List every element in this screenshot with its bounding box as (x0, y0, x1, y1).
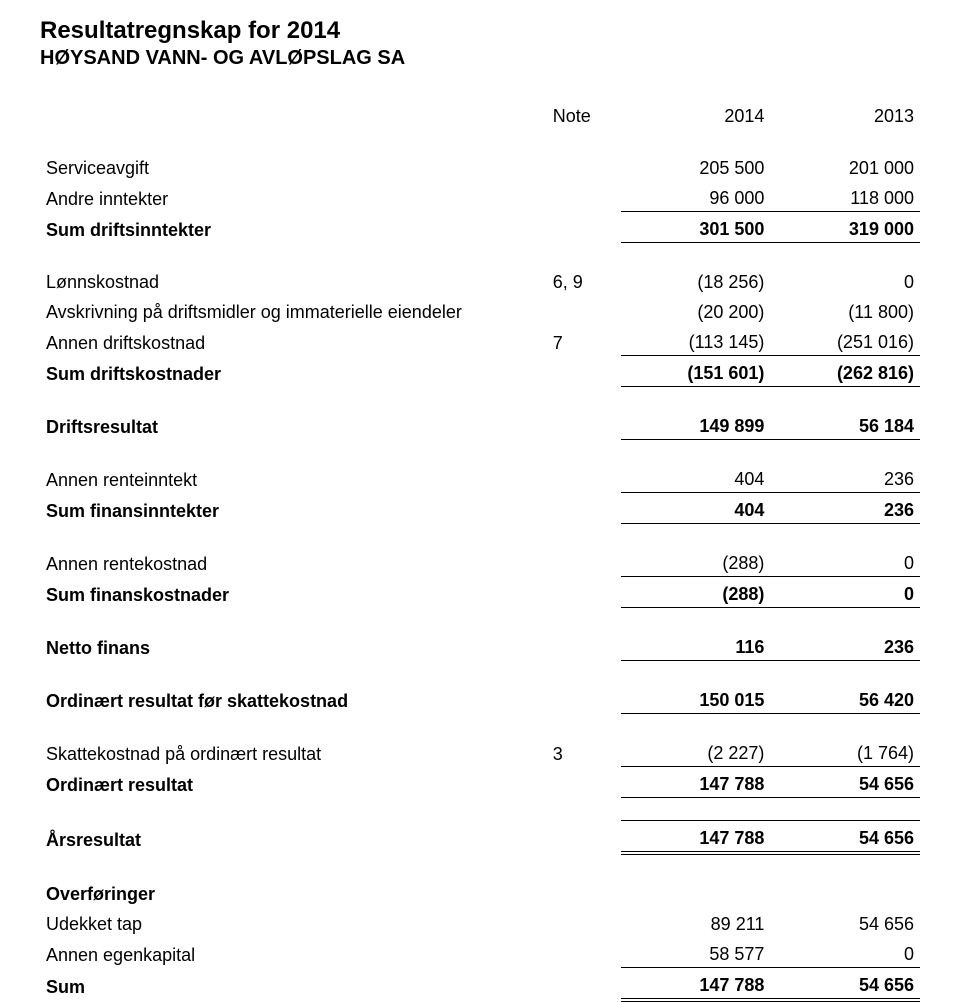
row-note: 3 (533, 736, 621, 767)
row-value: 201 000 (770, 151, 920, 181)
page-title: Resultatregnskap for 2014 (40, 16, 920, 46)
row-label: Annen renteinntekt (40, 462, 533, 493)
row-value: (1 764) (770, 736, 920, 767)
row-label: Sum finanskostnader (40, 577, 533, 608)
table-row: Lønnskostnad 6, 9 (18 256) 0 (40, 265, 920, 295)
table-row: Avskrivning på driftsmidler og immaterie… (40, 295, 920, 325)
row-value: (20 200) (621, 295, 771, 325)
section-label: Overføringer (40, 877, 533, 907)
sum-row: Sum 147 788 54 656 (40, 968, 920, 1001)
row-value: 54 656 (770, 907, 920, 937)
row-label: Avskrivning på driftsmidler og immaterie… (40, 295, 533, 325)
arsresultat-row: Årsresultat 147 788 54 656 (40, 821, 920, 854)
row-value: (151 601) (621, 356, 771, 387)
col-note: Note (533, 99, 621, 129)
table-row: Annen egenkapital 58 577 0 (40, 937, 920, 968)
row-label: Serviceavgift (40, 151, 533, 181)
row-value: (288) (621, 546, 771, 577)
row-value: 0 (770, 577, 920, 608)
row-label: Ordinært resultat før skattekostnad (40, 683, 533, 714)
row-value: (2 227) (621, 736, 771, 767)
row-label: Udekket tap (40, 907, 533, 937)
row-label: Lønnskostnad (40, 265, 533, 295)
row-value: 147 788 (621, 767, 771, 798)
row-value: 236 (770, 630, 920, 661)
row-value: (113 145) (621, 325, 771, 356)
row-value: (11 800) (770, 295, 920, 325)
sum-row: Sum finansinntekter 404 236 (40, 493, 920, 524)
row-note: 7 (533, 325, 621, 356)
row-label: Sum driftsinntekter (40, 212, 533, 243)
row-value: 89 211 (621, 907, 771, 937)
row-value: 404 (621, 462, 771, 493)
row-label: Annen driftskostnad (40, 325, 533, 356)
row-value: 58 577 (621, 937, 771, 968)
row-value: 319 000 (770, 212, 920, 243)
row-label: Driftsresultat (40, 409, 533, 440)
row-label: Annen rentekostnad (40, 546, 533, 577)
result-row: Ordinært resultat før skattekostnad 150 … (40, 683, 920, 714)
income-statement-table: Note 2014 2013 Serviceavgift 205 500 201… (40, 99, 920, 1002)
col-year2: 2013 (770, 99, 920, 129)
row-value: 0 (770, 265, 920, 295)
row-value: 147 788 (621, 968, 771, 1001)
row-note: 6, 9 (533, 265, 621, 295)
row-label: Netto finans (40, 630, 533, 661)
result-row: Netto finans 116 236 (40, 630, 920, 661)
row-label: Annen egenkapital (40, 937, 533, 968)
row-value: (251 016) (770, 325, 920, 356)
row-value: 116 (621, 630, 771, 661)
row-value: 149 899 (621, 409, 771, 440)
row-value: (262 816) (770, 356, 920, 387)
row-value: 236 (770, 462, 920, 493)
row-value: 56 184 (770, 409, 920, 440)
row-value: 147 788 (621, 821, 771, 854)
row-label: Sum driftskostnader (40, 356, 533, 387)
table-header-row: Note 2014 2013 (40, 99, 920, 129)
sum-row: Sum driftsinntekter 301 500 319 000 (40, 212, 920, 243)
row-value: 54 656 (770, 821, 920, 854)
row-label: Årsresultat (40, 821, 533, 854)
table-row: Skattekostnad på ordinært resultat 3 (2 … (40, 736, 920, 767)
table-row: Andre inntekter 96 000 118 000 (40, 181, 920, 212)
sum-row: Sum driftskostnader (151 601) (262 816) (40, 356, 920, 387)
row-label: Andre inntekter (40, 181, 533, 212)
row-label: Sum finansinntekter (40, 493, 533, 524)
result-row: Ordinært resultat 147 788 54 656 (40, 767, 920, 798)
table-row: Annen rentekostnad (288) 0 (40, 546, 920, 577)
row-value: 205 500 (621, 151, 771, 181)
table-row: Udekket tap 89 211 54 656 (40, 907, 920, 937)
row-label: Ordinært resultat (40, 767, 533, 798)
sum-row: Sum finanskostnader (288) 0 (40, 577, 920, 608)
row-value: 54 656 (770, 968, 920, 1001)
row-label: Sum (40, 968, 533, 1001)
table-row: Annen renteinntekt 404 236 (40, 462, 920, 493)
row-value: 118 000 (770, 181, 920, 212)
row-value: (18 256) (621, 265, 771, 295)
row-value: 0 (770, 546, 920, 577)
row-value: 56 420 (770, 683, 920, 714)
page-subtitle: HØYSAND VANN- OG AVLØPSLAG SA (40, 46, 920, 71)
row-value: 150 015 (621, 683, 771, 714)
row-value: (288) (621, 577, 771, 608)
row-value: 301 500 (621, 212, 771, 243)
row-value: 54 656 (770, 767, 920, 798)
row-value: 236 (770, 493, 920, 524)
table-row: Serviceavgift 205 500 201 000 (40, 151, 920, 181)
section-header: Overføringer (40, 877, 920, 907)
table-row: Annen driftskostnad 7 (113 145) (251 016… (40, 325, 920, 356)
result-row: Driftsresultat 149 899 56 184 (40, 409, 920, 440)
row-label: Skattekostnad på ordinært resultat (40, 736, 533, 767)
row-value: 0 (770, 937, 920, 968)
col-year1: 2014 (621, 99, 771, 129)
row-value: 404 (621, 493, 771, 524)
row-value: 96 000 (621, 181, 771, 212)
